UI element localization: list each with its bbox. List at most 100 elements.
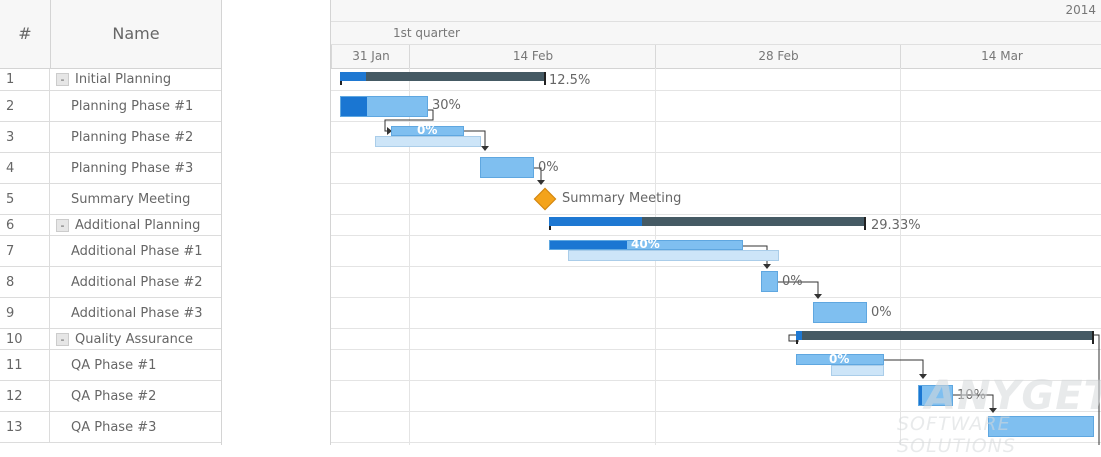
progress-fill xyxy=(550,241,627,249)
baseline-bar xyxy=(568,250,779,261)
period-label: 28 Feb xyxy=(655,45,901,68)
grid-row[interactable]: 12 QA Phase #2 xyxy=(0,381,221,412)
grid-row[interactable]: 6 - Additional Planning xyxy=(0,215,221,236)
task-bar[interactable] xyxy=(761,271,778,292)
grid-row[interactable]: 10 - Quality Assurance xyxy=(0,329,221,350)
row-name: Planning Phase #3 xyxy=(71,160,194,176)
timeline-panel[interactable]: 2014 1st quarter 31 Jan 14 Feb 28 Feb 14… xyxy=(330,0,1101,445)
period-label: 14 Mar xyxy=(900,45,1101,68)
row-name-cell: - Quality Assurance xyxy=(51,329,221,349)
progress-fill xyxy=(796,331,802,340)
row-number: 8 xyxy=(0,267,50,297)
row-name-cell: - Additional Planning xyxy=(51,215,221,235)
row-line xyxy=(331,380,1101,381)
collapse-toggle[interactable]: - xyxy=(56,218,69,232)
progress-fill xyxy=(549,217,642,226)
row-number: 1 xyxy=(0,69,50,90)
row-line xyxy=(331,442,1101,443)
grid-header: # Name xyxy=(0,0,221,69)
period-label: 31 Jan xyxy=(331,45,410,68)
row-line xyxy=(331,297,1101,298)
row-number: 9 xyxy=(0,298,50,328)
progress-label: 0% xyxy=(871,305,892,320)
grid-row[interactable]: 5 Summary Meeting xyxy=(0,184,221,215)
row-line xyxy=(331,214,1101,215)
column-header-name[interactable]: Name xyxy=(112,24,160,43)
panel-splitter[interactable] xyxy=(222,0,330,445)
grid-row[interactable]: 7 Additional Phase #1 xyxy=(0,236,221,267)
watermark-logo-text: ANYGET xyxy=(925,373,1101,419)
task-bar[interactable] xyxy=(549,240,743,250)
milestone-marker[interactable] xyxy=(533,187,557,211)
grid-row[interactable]: 2 Planning Phase #1 xyxy=(0,91,221,122)
column-header-number[interactable]: # xyxy=(0,0,51,68)
baseline-bar xyxy=(831,365,884,376)
row-number: 5 xyxy=(0,184,50,214)
task-bar[interactable] xyxy=(988,416,1094,437)
task-bar[interactable] xyxy=(340,96,428,117)
row-number: 11 xyxy=(0,350,50,380)
row-number: 10 xyxy=(0,329,50,349)
row-name: QA Phase #2 xyxy=(71,388,157,404)
summary-task-bar[interactable] xyxy=(549,217,866,230)
row-name: Additional Phase #2 xyxy=(71,274,203,290)
row-number: 12 xyxy=(0,381,50,411)
progress-label: 0% xyxy=(538,160,559,175)
task-bar[interactable] xyxy=(796,354,884,365)
summary-task-bar[interactable] xyxy=(796,331,1094,344)
row-number: 2 xyxy=(0,91,50,121)
row-line xyxy=(331,183,1101,184)
progress-label: 29.33% xyxy=(871,218,921,233)
progress-fill xyxy=(919,386,923,405)
collapse-toggle[interactable]: - xyxy=(56,332,69,346)
grid-row[interactable]: 1 - Initial Planning xyxy=(0,69,221,91)
progress-label: 10% xyxy=(957,388,986,403)
data-grid: # Name 1 - Initial Planning 2 Planning P… xyxy=(0,0,222,445)
row-name: Planning Phase #1 xyxy=(71,98,194,114)
milestone-label: Summary Meeting xyxy=(562,191,682,206)
row-name: Initial Planning xyxy=(75,72,172,87)
grid-row[interactable]: 13 QA Phase #3 xyxy=(0,412,221,443)
progress-fill xyxy=(340,72,366,81)
year-scale: 2014 xyxy=(331,0,1101,22)
grid-row[interactable]: 11 QA Phase #1 xyxy=(0,350,221,381)
grid-row[interactable]: 3 Planning Phase #2 xyxy=(0,122,221,153)
summary-task-bar[interactable] xyxy=(340,72,546,85)
row-name: Planning Phase #2 xyxy=(71,129,194,145)
quarter-label: 1st quarter xyxy=(393,26,460,40)
grid-row[interactable]: 9 Additional Phase #3 xyxy=(0,298,221,329)
row-name: QA Phase #3 xyxy=(71,419,157,435)
row-name: Additional Phase #1 xyxy=(71,243,203,259)
progress-fill xyxy=(341,97,367,116)
progress-label: 0% xyxy=(417,123,438,137)
baseline-bar xyxy=(375,136,481,147)
grid-row[interactable]: 8 Additional Phase #2 xyxy=(0,267,221,298)
collapse-toggle[interactable]: - xyxy=(56,73,69,86)
task-bar[interactable] xyxy=(480,157,534,178)
timeline-header: 2014 1st quarter 31 Jan 14 Feb 28 Feb 14… xyxy=(331,0,1101,69)
row-line xyxy=(331,266,1101,267)
task-bar[interactable] xyxy=(918,385,953,406)
grid-row[interactable]: 4 Planning Phase #3 xyxy=(0,153,221,184)
progress-label: 30% xyxy=(432,98,461,113)
task-bar[interactable] xyxy=(391,126,464,136)
row-line xyxy=(331,328,1101,329)
year-label: 2014 xyxy=(1065,3,1096,17)
period-label: 14 Feb xyxy=(409,45,656,68)
row-name: Quality Assurance xyxy=(75,331,193,347)
row-line xyxy=(331,349,1101,350)
row-number: 3 xyxy=(0,122,50,152)
watermark-subtitle: SOFTWARE SOLUTIONS xyxy=(897,413,1016,457)
watermark-logo: ANYGET SOFTWARE SOLUTIONS xyxy=(895,373,1101,457)
row-number: 4 xyxy=(0,153,50,183)
progress-label: 12.5% xyxy=(549,73,591,88)
row-line xyxy=(331,121,1101,122)
row-number: 7 xyxy=(0,236,50,266)
row-name: Additional Planning xyxy=(75,217,201,233)
grid-line xyxy=(409,68,410,445)
row-number: 13 xyxy=(0,412,50,442)
task-bar[interactable] xyxy=(813,302,867,323)
row-line xyxy=(331,152,1101,153)
progress-label: 40% xyxy=(631,237,660,251)
grid-line xyxy=(900,68,901,445)
